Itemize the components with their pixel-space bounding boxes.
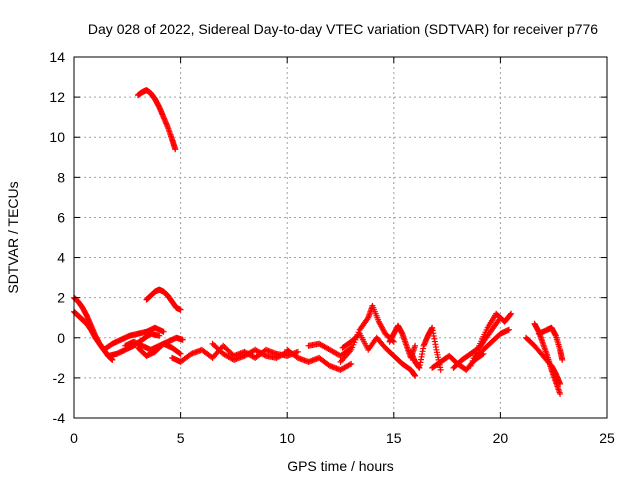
y-tick-label: 14	[49, 49, 65, 65]
data-point	[109, 356, 116, 363]
x-tick-label: 10	[279, 430, 295, 446]
y-tick-label: 8	[57, 169, 65, 185]
tick-layer: 0 5 10 15 20 25 -4 -2 0 2 4 6 8 10 12 14	[49, 49, 615, 446]
data-point-fill	[261, 352, 268, 359]
y-axis-label: SDTVAR / TECUs	[5, 181, 21, 293]
x-axis-label: GPS time / hours	[287, 458, 394, 474]
chart-title: Day 028 of 2022, Sidereal Day-to-day VTE…	[88, 21, 598, 37]
data-point	[557, 380, 564, 387]
y-tick-label: 6	[57, 209, 65, 225]
data-point-fill	[507, 311, 514, 318]
data-point	[177, 306, 184, 313]
data-point	[505, 326, 512, 333]
data-layer	[71, 87, 566, 397]
data-point	[172, 146, 179, 153]
data-point	[508, 310, 515, 317]
grid-layer	[74, 57, 607, 418]
data-point	[177, 350, 184, 357]
x-tick-label: 15	[386, 430, 402, 446]
data-point	[559, 356, 566, 363]
y-tick-label: -2	[53, 370, 66, 386]
y-tick-label: 0	[57, 330, 65, 346]
data-point	[179, 336, 186, 343]
plot-border	[73, 56, 608, 419]
data-point	[156, 332, 163, 339]
data-point	[557, 390, 564, 397]
y-tick-label: 10	[49, 129, 65, 145]
y-tick-label: 4	[57, 250, 65, 266]
data-point	[160, 328, 167, 335]
data-point-fill	[346, 361, 353, 368]
y-tick-label: -4	[53, 410, 66, 426]
x-tick-label: 0	[70, 430, 78, 446]
data-point	[294, 348, 301, 355]
data-point	[437, 366, 444, 373]
x-tick-label: 20	[493, 430, 509, 446]
x-tick-label: 5	[177, 430, 185, 446]
data-point-fill	[176, 350, 183, 357]
y-tick-label: 12	[49, 89, 65, 105]
data-point	[412, 342, 419, 349]
data-point	[412, 372, 419, 379]
y-tick-label: 2	[57, 290, 65, 306]
data-point	[348, 360, 355, 367]
x-tick-label: 25	[599, 430, 615, 446]
